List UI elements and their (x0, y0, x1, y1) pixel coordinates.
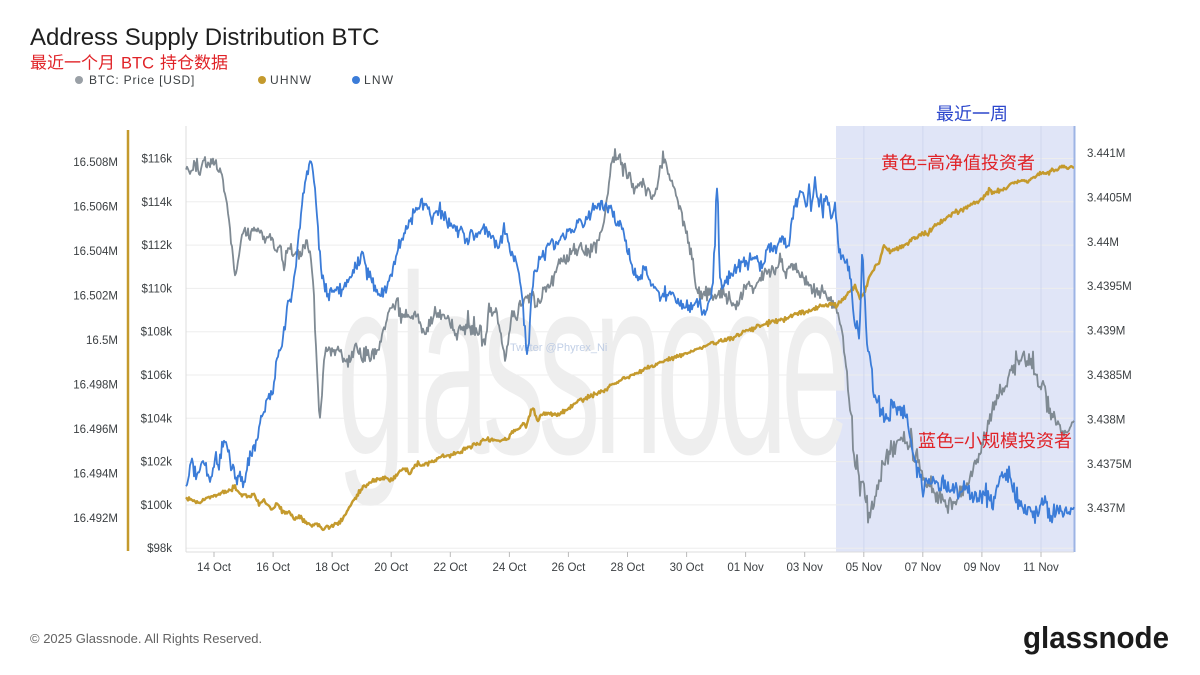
svg-text:16.506M: 16.506M (73, 202, 118, 214)
svg-text:Address Supply Distribution BT: Address Supply Distribution BTC (30, 24, 379, 51)
svg-text:Twitter @Phyrex_Ni: Twitter @Phyrex_Ni (510, 342, 607, 354)
svg-text:16.502M: 16.502M (73, 291, 118, 303)
svg-text:$116k: $116k (142, 154, 173, 166)
svg-text:3.44M: 3.44M (1087, 237, 1119, 249)
svg-text:$110k: $110k (142, 283, 173, 295)
svg-text:BTC: Price [USD]: BTC: Price [USD] (89, 73, 195, 87)
svg-text:11 Nov: 11 Nov (1023, 562, 1059, 574)
svg-text:$102k: $102k (141, 457, 173, 469)
svg-text:05 Nov: 05 Nov (846, 562, 883, 574)
svg-text:3.441M: 3.441M (1087, 148, 1125, 160)
svg-text:30 Oct: 30 Oct (670, 562, 705, 574)
svg-text:© 2025 Glassnode. All Rights R: © 2025 Glassnode. All Rights Reserved. (30, 631, 262, 646)
svg-text:$104k: $104k (141, 413, 173, 425)
svg-text:UHNW: UHNW (270, 73, 312, 87)
svg-text:3.438M: 3.438M (1087, 414, 1125, 426)
svg-text:3.437M: 3.437M (1087, 503, 1125, 515)
svg-text:16.504M: 16.504M (73, 246, 118, 258)
svg-text:16 Oct: 16 Oct (256, 562, 291, 574)
svg-text:16.5M: 16.5M (86, 335, 118, 347)
svg-text:16.508M: 16.508M (73, 157, 118, 169)
svg-text:$100k: $100k (141, 500, 173, 512)
svg-text:$106k: $106k (141, 370, 173, 382)
svg-text:20 Oct: 20 Oct (374, 562, 409, 574)
svg-text:14 Oct: 14 Oct (197, 562, 232, 574)
svg-text:glassnode: glassnode (1023, 620, 1169, 655)
svg-text:3.4395M: 3.4395M (1087, 281, 1132, 293)
svg-text:$108k: $108k (141, 327, 173, 339)
svg-text:$98k: $98k (147, 543, 172, 555)
svg-text:09 Nov: 09 Nov (964, 562, 1001, 574)
svg-text:$112k: $112k (142, 240, 173, 252)
svg-text:16.494M: 16.494M (73, 469, 118, 481)
svg-text:3.439M: 3.439M (1087, 326, 1125, 338)
svg-text:3.4375M: 3.4375M (1087, 459, 1132, 471)
svg-text:18 Oct: 18 Oct (315, 562, 350, 574)
svg-text:01 Nov: 01 Nov (727, 562, 764, 574)
svg-text:07 Nov: 07 Nov (905, 562, 942, 574)
svg-text:3.4385M: 3.4385M (1087, 370, 1132, 382)
svg-text:24 Oct: 24 Oct (492, 562, 527, 574)
svg-text:26 Oct: 26 Oct (551, 562, 586, 574)
svg-text:16.498M: 16.498M (73, 380, 118, 392)
svg-text:28 Oct: 28 Oct (611, 562, 646, 574)
svg-text:16.492M: 16.492M (73, 513, 118, 525)
svg-text:03 Nov: 03 Nov (786, 562, 823, 574)
svg-text:LNW: LNW (364, 73, 394, 87)
svg-text:BTC: BTC (121, 55, 154, 73)
svg-text:$114k: $114k (142, 197, 173, 209)
svg-text:22 Oct: 22 Oct (433, 562, 468, 574)
svg-text:16.496M: 16.496M (73, 424, 118, 436)
svg-text:3.4405M: 3.4405M (1087, 192, 1132, 204)
